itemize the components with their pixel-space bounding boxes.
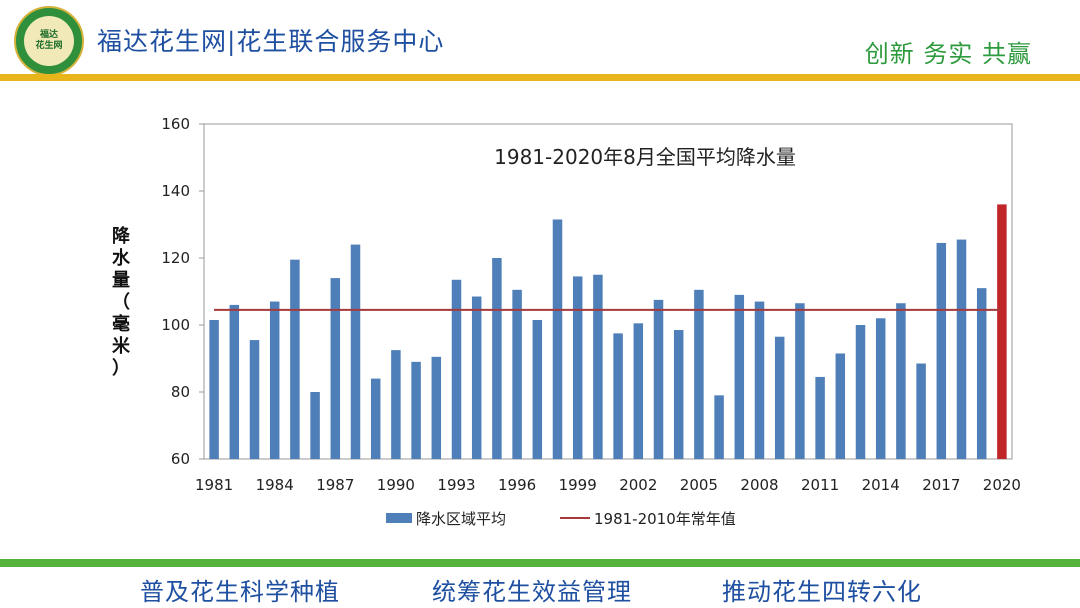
bar-2005 [694, 289, 704, 459]
y-tick-label: 120 [161, 249, 190, 267]
bar-1994 [471, 296, 482, 459]
x-tick-label: 2002 [619, 476, 657, 494]
y-tick-label: 80 [171, 383, 190, 401]
bar-2012 [835, 353, 846, 459]
bar-2013 [855, 325, 866, 459]
footer-slogan-1: 普及花生科学种植 [140, 578, 340, 606]
bar-2000 [593, 274, 603, 459]
bar-1987 [330, 278, 341, 459]
y-axis-label-char: ） [112, 358, 130, 379]
bar-2006 [714, 395, 724, 459]
footer-divider [0, 559, 1080, 567]
y-axis-label-char: 量 [112, 270, 130, 291]
bar-1996 [512, 289, 522, 459]
y-tick-label: 140 [161, 182, 190, 200]
bar-2007 [734, 294, 745, 459]
bar-1989 [370, 378, 381, 459]
chart-title: 1981-2020年8月全国平均降水量 [494, 145, 796, 169]
bar-1990 [391, 350, 401, 459]
logo-emblem: 福达 花生网 [24, 16, 74, 66]
y-axis-label-char: （ [112, 292, 130, 313]
slogan: 创新 务实 共赢 [864, 40, 1032, 68]
header: 福达 花生网 福达花生网|花生联合服务中心 创新 务实 共赢 [0, 0, 1080, 76]
x-tick-label: 1996 [498, 476, 536, 494]
site-title: 福达花生网|花生联合服务中心 [97, 27, 445, 56]
bar-2001 [613, 333, 623, 459]
footer: 普及花生科学种植 统筹花生效益管理 推动花生四转六化 [0, 570, 1080, 608]
bar-1995 [492, 258, 502, 459]
y-axis-label-char: 水 [112, 248, 130, 269]
bar-1985 [290, 259, 300, 459]
bar-1991 [411, 361, 421, 459]
footer-slogan-3: 推动花生四转六化 [722, 578, 922, 606]
header-divider [0, 74, 1080, 81]
bar-1992 [431, 356, 442, 459]
precipitation-chart: 60 80 100 120 140 160 1981 1984 1987 1990 1993 1996… [161, 115, 1021, 528]
y-tick-label: 60 [171, 450, 190, 468]
x-tick-label: 2017 [922, 476, 960, 494]
x-tick-label: 2020 [983, 476, 1021, 494]
bar-2017 [936, 242, 947, 459]
plot-frame [203, 123, 1013, 460]
bar-2020 [997, 204, 1007, 459]
bar-2011 [815, 376, 825, 459]
legend-swatch-series [386, 513, 412, 523]
logo: 福达 花生网 [14, 6, 84, 76]
bar-2019 [976, 288, 987, 459]
bar-2004 [673, 330, 684, 459]
legend-label-series: 降水区域平均 [416, 510, 506, 528]
x-tick-label: 2014 [862, 476, 900, 494]
logo-text-bottom: 花生网 [35, 41, 63, 51]
bar-1988 [350, 244, 361, 459]
x-tick-label: 1987 [316, 476, 354, 494]
y-axis-label-char: 毫 [112, 314, 130, 335]
bar-1986 [310, 392, 320, 459]
bar-1983 [249, 340, 260, 459]
legend-label-reference: 1981-2010年常年值 [594, 510, 736, 528]
y-axis-label-char: 降 [112, 226, 130, 247]
y-tick-label: 100 [161, 316, 190, 334]
x-tick-label: 1984 [256, 476, 294, 494]
y-tick-label: 160 [161, 115, 190, 133]
bar-2018 [956, 239, 967, 459]
bar-1997 [532, 319, 543, 459]
x-tick-label: 1981 [195, 476, 233, 494]
bar-1981 [209, 319, 219, 459]
x-tick-label: 2008 [740, 476, 778, 494]
y-axis-label: 降水量（毫米） [108, 226, 134, 380]
bar-2016 [916, 363, 926, 459]
bar-2009 [774, 336, 785, 459]
x-tick-label: 2005 [680, 476, 718, 494]
bar-2002 [633, 323, 644, 459]
bar-2014 [875, 318, 886, 459]
x-tick-label: 1993 [437, 476, 475, 494]
bar-2003 [653, 299, 664, 459]
bar-2008 [754, 301, 765, 459]
x-tick-label: 1999 [559, 476, 597, 494]
bar-1982 [229, 304, 240, 459]
bar-2010 [795, 303, 805, 459]
x-tick-label: 1990 [377, 476, 415, 494]
x-tick-label: 2011 [801, 476, 839, 494]
logo-text-top: 福达 [39, 30, 58, 40]
bar-2015 [896, 303, 906, 459]
footer-slogan-2: 统筹花生效益管理 [432, 578, 632, 606]
bar-1984 [269, 301, 280, 459]
bar-1998 [552, 219, 563, 459]
y-axis-label-char: 米 [112, 336, 130, 357]
bar-1999 [572, 276, 583, 459]
bar-1993 [451, 279, 462, 459]
